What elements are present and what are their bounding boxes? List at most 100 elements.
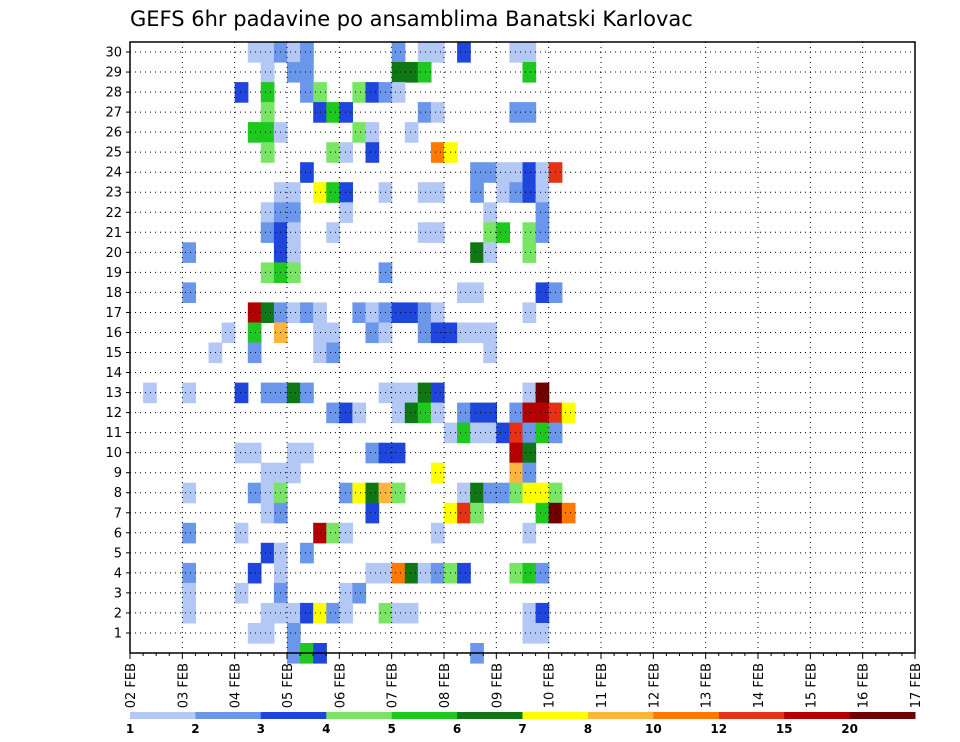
x-tick-label: 16 FEB (857, 663, 872, 708)
grid-lines (129, 42, 916, 653)
heatmap-cell (182, 242, 196, 263)
heatmap-cell (509, 422, 524, 444)
y-tick-label: 25 (105, 146, 122, 161)
heatmap-cell (535, 402, 550, 424)
y-tick-label: 11 (105, 426, 122, 441)
y-tick-label: 9 (114, 466, 122, 481)
heatmap-cell (260, 202, 275, 223)
y-tick-label: 30 (105, 46, 122, 61)
heatmap-cell (300, 302, 314, 323)
x-tick-label: 08 FEB (438, 663, 453, 708)
colorbar-label: 15 (776, 722, 793, 736)
heatmap-cell (339, 402, 353, 424)
heatmap-cell (509, 162, 524, 183)
y-tick-label: 7 (114, 506, 122, 521)
heatmap-cell (287, 462, 301, 484)
colorbar-swatch (260, 712, 327, 719)
heatmap-cell (182, 382, 196, 404)
colorbar-swatch (391, 712, 458, 719)
heatmap-cell (300, 82, 314, 103)
y-tick-label: 19 (105, 266, 122, 281)
x-tick-label: 04 FEB (229, 663, 244, 708)
heatmap-cell (417, 102, 432, 123)
heatmap-cell (365, 122, 380, 143)
heatmap-cell (260, 382, 275, 404)
heatmap-cell (182, 482, 196, 504)
colorbar-label: 4 (322, 722, 330, 736)
heatmap-cell (457, 42, 471, 63)
heatmap-cell (260, 122, 275, 143)
axes (126, 41, 916, 659)
heatmap-cell (391, 602, 406, 624)
heatmap-cell (535, 502, 550, 524)
heatmap-cell (234, 82, 249, 103)
heatmap-cell (522, 462, 537, 484)
y-tick-label: 5 (114, 546, 122, 561)
heatmap-cell (326, 102, 340, 123)
heatmap-cell (391, 82, 406, 103)
y-tick-label: 17 (105, 306, 122, 321)
heatmap-cell (391, 42, 406, 63)
heatmap-cell (470, 502, 484, 524)
heatmap-cell (430, 182, 445, 203)
y-tick-label: 1 (114, 626, 122, 641)
y-tick-label: 27 (105, 106, 122, 121)
heatmap-cell (404, 602, 419, 624)
heatmap-cell (535, 182, 550, 203)
heatmap-cell (457, 322, 471, 344)
heatmap-cell (404, 302, 419, 323)
heatmap-cell (535, 482, 550, 504)
y-tick-label: 29 (105, 66, 122, 81)
heatmap-cell (287, 182, 301, 203)
heatmap-cell (417, 182, 432, 203)
heatmap-cell (182, 582, 196, 604)
heatmap-cell (260, 623, 275, 644)
heatmap-cell (535, 202, 550, 223)
heatmap-cell (300, 602, 314, 624)
heatmap-cell (535, 162, 550, 183)
heatmap-cell (561, 402, 576, 424)
heatmap-cell (522, 222, 537, 243)
x-tick-label: 12 FEB (647, 663, 662, 708)
heatmap-cell (430, 222, 445, 243)
heatmap-cell (430, 322, 445, 344)
heatmap-cell (430, 302, 445, 323)
heatmap-cell (430, 562, 445, 584)
heatmap-cell (417, 62, 432, 83)
heatmap-cell (496, 222, 510, 243)
heatmap-cell (522, 162, 537, 183)
heatmap-cell (365, 502, 380, 524)
heatmap-cell (287, 442, 301, 464)
heatmap-cell (365, 142, 380, 163)
colorbar-label: 5 (387, 722, 395, 736)
heatmap-cell (326, 222, 340, 243)
colorbar-label: 10 (645, 722, 662, 736)
heatmap-cell (470, 322, 484, 344)
heatmap-cell (535, 602, 550, 624)
heatmap-cell (496, 422, 510, 444)
heatmap-cell (561, 502, 576, 524)
heatmap-cell (287, 242, 301, 263)
heatmap-cell (522, 402, 537, 424)
heatmap-cell (339, 182, 353, 203)
plot-frame (129, 41, 916, 654)
heatmap-cell (430, 382, 445, 404)
heatmap-cell (326, 602, 340, 624)
heatmap-cell (260, 302, 275, 323)
y-tick-label: 6 (114, 526, 122, 541)
y-tick-label: 26 (105, 126, 122, 141)
heatmap-cell (430, 102, 445, 123)
heatmap-cell (352, 482, 367, 504)
heatmap-cell (339, 522, 353, 544)
heatmap-cell (260, 102, 275, 123)
y-tick-label: 12 (105, 406, 122, 421)
colorbar-label: 1 (126, 722, 134, 736)
heatmap-cell (391, 482, 406, 504)
heatmap-cell (404, 122, 419, 143)
heatmap-cell (417, 322, 432, 344)
heatmap-cell (522, 482, 537, 504)
heatmap-cell (417, 402, 432, 424)
heatmap-cell (182, 562, 196, 584)
y-tick-label: 15 (105, 346, 122, 361)
